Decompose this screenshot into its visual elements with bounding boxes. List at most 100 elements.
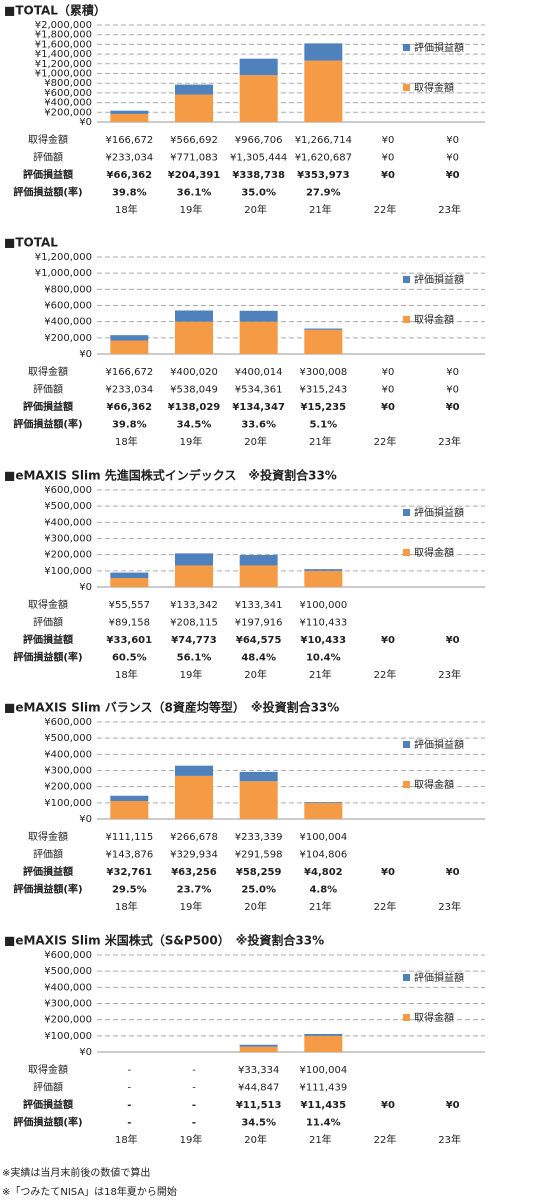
table-cell: ¥538,049 xyxy=(170,385,218,396)
x-tick-label: 20年 xyxy=(244,900,267,913)
table-cell: ¥0 xyxy=(382,367,395,378)
y-tick-label: ¥600,000 xyxy=(44,717,92,728)
x-tick-label: 21年 xyxy=(309,1133,332,1146)
chart-title: ■eMAXIS Slim バランス（8資産均等型） ※投資割合33% xyxy=(4,700,339,715)
table-cell: ¥204,391 xyxy=(168,170,221,181)
row-label: 取得金額 xyxy=(28,830,68,843)
x-tick-label: 19年 xyxy=(180,668,203,681)
table-cell: ¥233,034 xyxy=(105,153,153,164)
bar xyxy=(110,578,149,587)
bar xyxy=(175,775,213,819)
y-tick-label: ¥400,000 xyxy=(44,517,92,528)
row-label: 評価損益額 xyxy=(23,400,73,413)
legend-swatch xyxy=(403,84,410,91)
table-cell: - xyxy=(128,1065,132,1076)
table-cell: ¥0 xyxy=(381,1100,395,1111)
table-cell: ¥0 xyxy=(446,867,460,878)
x-tick-label: 23年 xyxy=(438,900,461,913)
y-tick-label: ¥0 xyxy=(79,349,92,360)
table-cell: ¥166,672 xyxy=(105,367,153,378)
y-tick-label: ¥1,000,000 xyxy=(35,268,92,279)
y-tick-label: ¥1,200,000 xyxy=(35,59,92,70)
table-cell: ¥66,362 xyxy=(107,402,153,413)
table-cell: 4.8% xyxy=(309,885,337,896)
bar xyxy=(110,110,149,114)
table-cell: ¥771,083 xyxy=(170,153,218,164)
table-cell: ¥0 xyxy=(381,170,395,181)
row-label: 取得金額 xyxy=(28,598,68,611)
table-cell: ¥110,433 xyxy=(299,618,347,629)
table-cell: ¥111,115 xyxy=(105,832,153,843)
y-tick-label: ¥1,000,000 xyxy=(35,69,92,80)
table-cell: 23.7% xyxy=(177,885,212,896)
legend-swatch xyxy=(403,509,410,516)
table-cell: - xyxy=(127,1118,131,1129)
table-cell: ¥74,773 xyxy=(171,635,217,646)
row-label: 評価損益額(率) xyxy=(13,651,82,664)
table-cell: ¥32,761 xyxy=(107,867,153,878)
table-cell: 25.0% xyxy=(241,885,276,896)
x-tick-label: 21年 xyxy=(309,203,332,216)
table-cell: ¥291,598 xyxy=(235,850,283,861)
table-cell: ¥400,020 xyxy=(170,367,218,378)
bar xyxy=(239,781,278,819)
x-tick-label: 18年 xyxy=(115,203,138,216)
x-tick-label: 22年 xyxy=(374,900,397,913)
y-tick-label: ¥400,000 xyxy=(44,982,92,993)
legend-swatch xyxy=(403,1014,410,1021)
table-cell: ¥33,334 xyxy=(238,1065,279,1076)
bar xyxy=(175,565,213,587)
table-cell: ¥138,029 xyxy=(168,402,221,413)
y-tick-label: ¥100,000 xyxy=(44,798,92,809)
row-label: 評価損益額 xyxy=(23,1098,73,1111)
bar xyxy=(239,58,278,76)
table-cell: ¥0 xyxy=(382,153,395,164)
row-label: 取得金額 xyxy=(28,1063,68,1076)
x-tick-label: 20年 xyxy=(244,435,267,448)
chart-title: ■eMAXIS Slim 先進国株式インデックス ※投資割合33% xyxy=(4,468,337,483)
y-tick-label: ¥200,000 xyxy=(44,333,92,344)
x-tick-label: 23年 xyxy=(438,1133,461,1146)
table-cell: 35.0% xyxy=(241,188,276,199)
x-tick-label: 20年 xyxy=(244,203,267,216)
bar xyxy=(175,84,213,95)
row-label: 評価損益額(率) xyxy=(13,186,82,199)
y-tick-label: ¥200,000 xyxy=(44,1015,92,1026)
table-cell: 11.4% xyxy=(306,1118,341,1129)
y-tick-label: ¥1,800,000 xyxy=(35,30,92,41)
bar xyxy=(304,569,343,571)
y-tick-label: ¥500,000 xyxy=(44,966,92,977)
legend-swatch xyxy=(403,276,410,283)
table-cell: ¥133,341 xyxy=(235,600,283,611)
table-cell: ¥0 xyxy=(382,385,395,396)
y-tick-label: ¥2,000,000 xyxy=(35,20,92,31)
x-tick-label: 22年 xyxy=(374,1133,397,1146)
y-tick-label: ¥600,000 xyxy=(44,950,92,961)
legend-label: 取得金額 xyxy=(414,1011,454,1024)
table-cell: 36.1% xyxy=(177,188,212,199)
legend-swatch xyxy=(403,44,410,51)
legend-label: 評価損益額 xyxy=(414,506,464,519)
x-tick-label: 19年 xyxy=(180,900,203,913)
bar xyxy=(239,1044,278,1047)
y-tick-label: ¥100,000 xyxy=(44,566,92,577)
table-cell: ¥1,620,687 xyxy=(295,153,352,164)
table-cell: - xyxy=(192,1083,196,1094)
table-cell: ¥0 xyxy=(446,135,459,146)
table-cell: ¥0 xyxy=(381,867,395,878)
bar xyxy=(175,321,213,354)
row-label: 評価損益額 xyxy=(23,633,73,646)
y-tick-label: ¥0 xyxy=(79,814,92,825)
legend-label: 取得金額 xyxy=(414,81,454,94)
x-tick-label: 23年 xyxy=(438,668,461,681)
legend-label: 取得金額 xyxy=(414,778,454,791)
bar xyxy=(239,321,278,354)
table-cell: ¥11,513 xyxy=(236,1100,282,1111)
x-tick-label: 22年 xyxy=(374,668,397,681)
y-tick-label: ¥800,000 xyxy=(44,78,92,89)
y-tick-label: ¥400,000 xyxy=(44,317,92,328)
table-cell: - xyxy=(192,1100,196,1111)
table-cell: 34.5% xyxy=(177,420,212,431)
bar xyxy=(110,572,149,579)
